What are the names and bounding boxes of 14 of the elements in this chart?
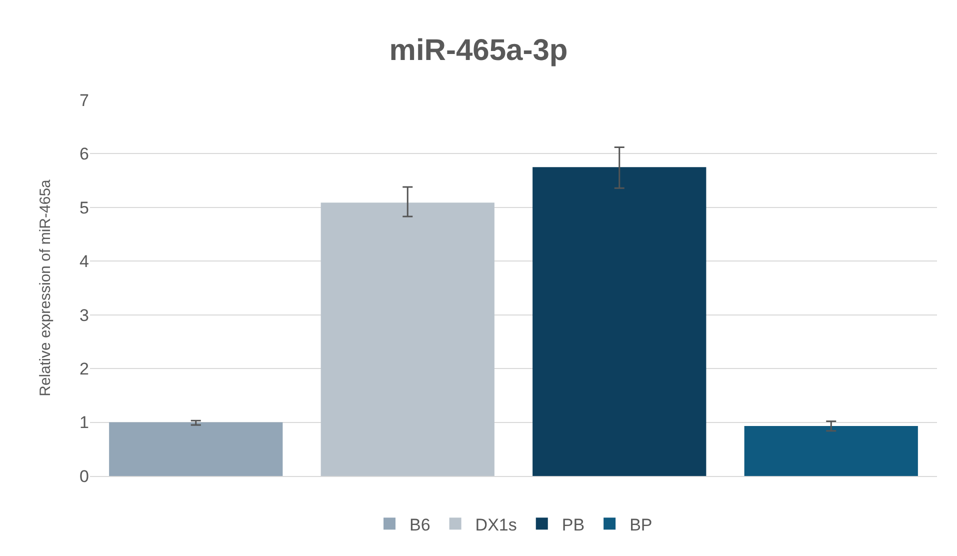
y-tick-label: 5 bbox=[80, 198, 89, 218]
y-tick-label: 6 bbox=[80, 144, 89, 164]
y-tick-label: 4 bbox=[80, 252, 89, 272]
y-tick-label: 3 bbox=[80, 306, 89, 325]
y-axis-title: Relative expression of miR-465a bbox=[37, 178, 54, 396]
chart-title: miR-465a-3p bbox=[389, 34, 568, 67]
y-tick-label: 0 bbox=[80, 466, 89, 486]
y-tick-label: 2 bbox=[80, 360, 89, 379]
legend-label: PB bbox=[562, 515, 585, 534]
legend-label: BP bbox=[630, 515, 652, 534]
y-tick-label: 1 bbox=[80, 413, 89, 432]
y-tick-label: 7 bbox=[80, 90, 89, 110]
legend-label: B6 bbox=[410, 515, 430, 534]
legend-label: DX1s bbox=[475, 515, 517, 534]
